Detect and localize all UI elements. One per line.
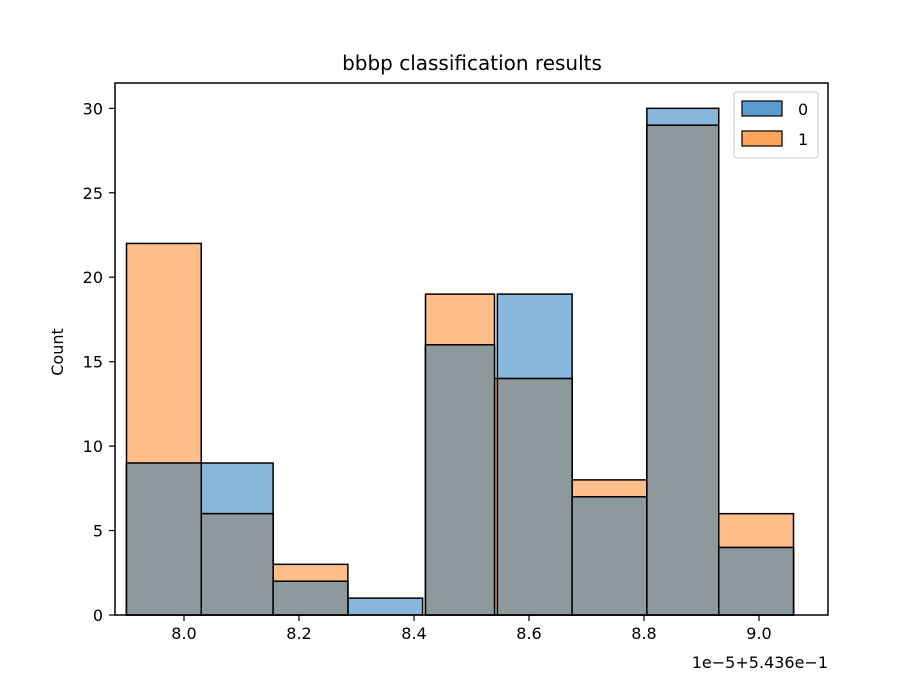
overlap-bar-4-3	[424, 344, 496, 616]
y-tick-label-3: 15	[83, 353, 103, 372]
y-tick-label-4: 20	[83, 268, 103, 287]
series-1-bars	[125, 124, 795, 616]
y-axis-label: Count	[48, 328, 67, 376]
y-tick-label-5: 25	[83, 184, 103, 203]
y-tick-label-6: 30	[83, 99, 103, 118]
legend-label-0: 0	[798, 100, 808, 119]
legend-swatch-1	[741, 130, 783, 147]
overlap-bar-1-1	[200, 512, 274, 616]
x-offset-label: 1e−5+5.436e−1	[692, 653, 828, 672]
legend: 0 1	[733, 91, 819, 159]
y-tick-label-2: 10	[83, 437, 103, 456]
legend-swatch-0	[741, 100, 783, 117]
y-axis-ticks: 0 5 10 15 20 25 30	[83, 99, 115, 625]
y-tick-label-0: 0	[93, 606, 103, 625]
series-0-bar-3	[347, 597, 424, 616]
plot-frame	[114, 82, 829, 616]
overlap-bar-2-2	[272, 580, 349, 616]
x-tick-label-3: 8.6	[516, 624, 541, 643]
overlap-bar-7-6	[646, 124, 720, 616]
x-tick-label-2: 8.4	[401, 624, 426, 643]
x-tick-label-5: 9.0	[746, 624, 771, 643]
x-tick-label-4: 8.8	[631, 624, 656, 643]
chart-title: bbbp classification results	[342, 51, 602, 75]
overlap-bar-8-7	[718, 546, 795, 616]
x-axis-ticks: 8.0 8.2 8.4 8.6 8.8 9.0	[171, 615, 772, 643]
legend-label-1: 1	[798, 130, 808, 149]
overlap-bar-0-0	[125, 462, 202, 616]
y-tick-label-1: 5	[93, 522, 103, 541]
overlap-bar-6-5	[571, 496, 648, 616]
x-tick-label-0: 8.0	[171, 624, 196, 643]
x-tick-label-1: 8.2	[286, 624, 311, 643]
overlap-bar-5-4	[496, 377, 573, 616]
